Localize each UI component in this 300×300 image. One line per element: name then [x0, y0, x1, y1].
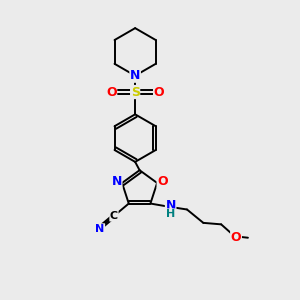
Text: O: O — [157, 175, 168, 188]
Text: N: N — [166, 199, 176, 212]
Text: N: N — [130, 69, 140, 82]
Text: N: N — [95, 224, 105, 234]
Text: N: N — [112, 175, 122, 188]
Text: O: O — [154, 85, 164, 98]
Text: C: C — [110, 211, 118, 221]
Text: O: O — [106, 85, 117, 98]
Text: H: H — [166, 209, 175, 219]
Text: O: O — [231, 231, 241, 244]
Text: S: S — [130, 85, 140, 98]
